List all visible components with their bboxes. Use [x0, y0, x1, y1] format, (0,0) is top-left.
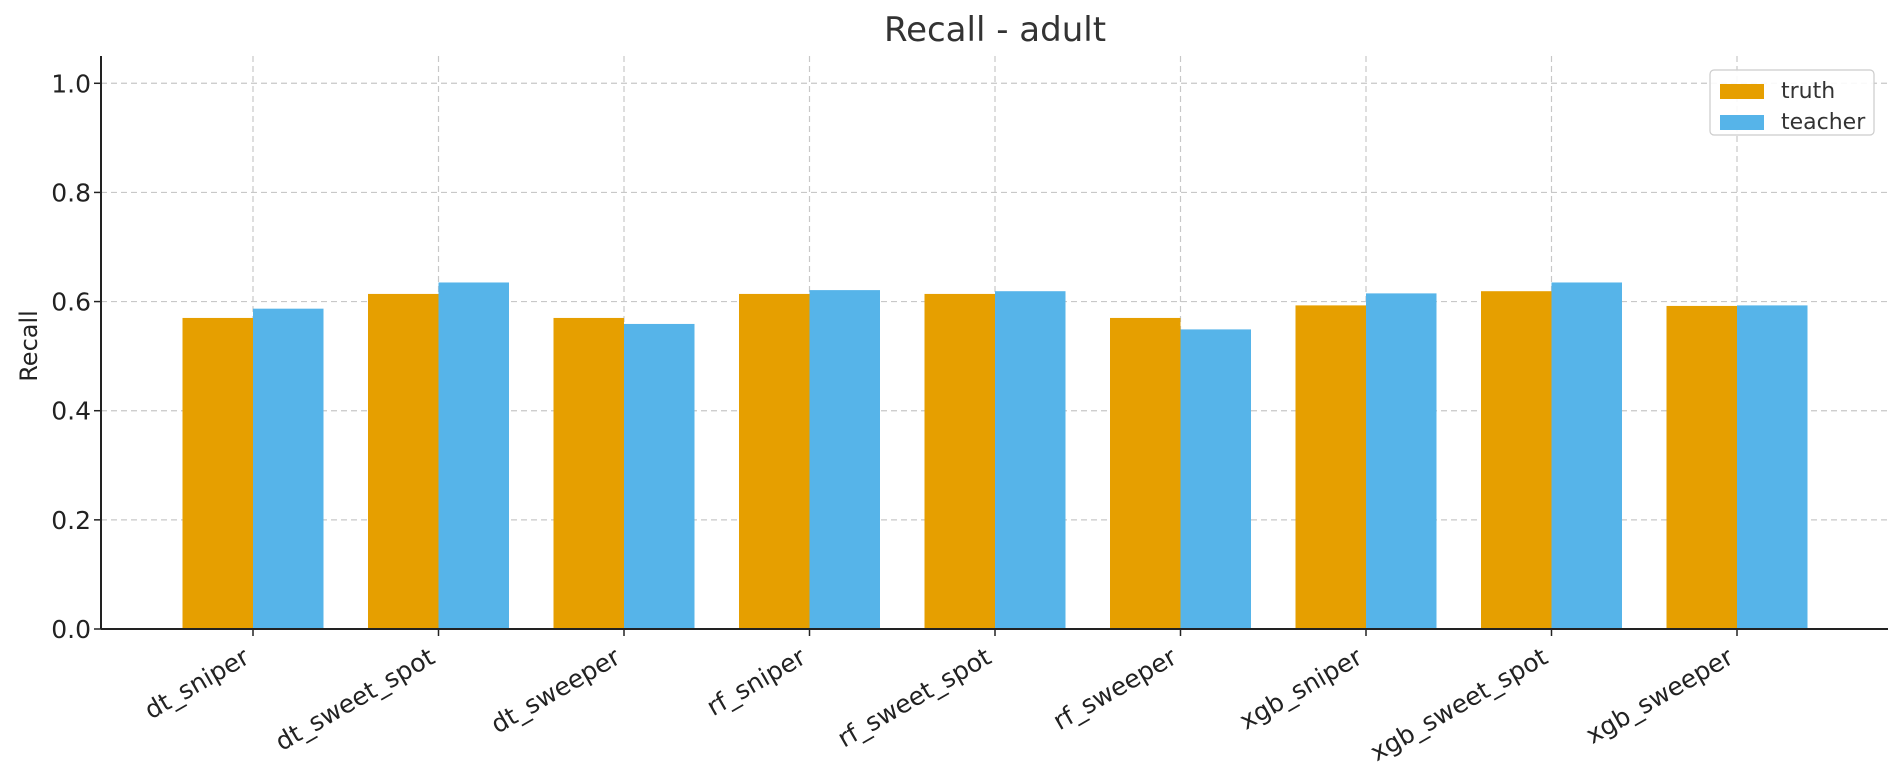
- x-tick-label: rf_sniper: [702, 642, 811, 722]
- y-tick-label: 1.0: [51, 69, 91, 98]
- legend-label-truth: truth: [1781, 79, 1835, 104]
- bars-layer: [182, 282, 1808, 629]
- bar-truth-xgb_sweeper: [1666, 305, 1737, 629]
- legend-label-teacher: teacher: [1781, 110, 1866, 135]
- y-tick-label: 0.2: [51, 506, 91, 535]
- x-tick-label: rf_sweeper: [1048, 642, 1182, 736]
- bar-truth-xgb_sweet_spot: [1481, 291, 1552, 629]
- bar-truth-xgb_sniper: [1295, 305, 1366, 629]
- bar-teacher-xgb_sniper: [1366, 293, 1437, 629]
- chart-title: Recall - adult: [884, 10, 1106, 50]
- y-axis-label: Recall: [15, 310, 43, 382]
- x-tick-label: xgb_sniper: [1234, 642, 1367, 736]
- x-tick-label: xgb_sweet_spot: [1365, 642, 1552, 767]
- legend-swatch-truth: [1720, 84, 1764, 99]
- bar-teacher-dt_sweet_spot: [438, 282, 509, 629]
- bar-truth-rf_sweeper: [1110, 317, 1181, 629]
- bar-teacher-xgb_sweeper: [1737, 305, 1808, 629]
- bar-teacher-xgb_sweet_spot: [1551, 282, 1622, 629]
- x-tick-label: dt_sweeper: [486, 642, 626, 739]
- x-tick-label: dt_sniper: [139, 642, 254, 725]
- y-tick-label: 0.4: [51, 397, 91, 426]
- bar-teacher-dt_sniper: [253, 308, 324, 629]
- bar-truth-dt_sweeper: [553, 317, 624, 629]
- bar-teacher-rf_sweeper: [1180, 329, 1251, 629]
- bar-truth-dt_sweet_spot: [368, 293, 439, 629]
- legend-swatch-teacher: [1720, 115, 1764, 130]
- x-tick-label: dt_sweet_spot: [270, 642, 439, 757]
- bar-teacher-rf_sniper: [809, 290, 880, 629]
- x-tick-label: xgb_sweeper: [1581, 642, 1739, 750]
- y-tick-label: 0.0: [51, 615, 91, 644]
- bar-truth-rf_sniper: [739, 293, 810, 629]
- y-tick-label: 0.6: [51, 288, 91, 317]
- bar-truth-rf_sweet_spot: [924, 293, 995, 629]
- y-tick-label: 0.8: [51, 178, 91, 207]
- bar-teacher-dt_sweeper: [624, 323, 695, 629]
- bar-truth-dt_sniper: [182, 317, 253, 629]
- x-tick-label: rf_sweet_spot: [832, 642, 996, 753]
- bar-teacher-rf_sweet_spot: [995, 291, 1066, 629]
- legend: truth teacher: [1709, 69, 1875, 136]
